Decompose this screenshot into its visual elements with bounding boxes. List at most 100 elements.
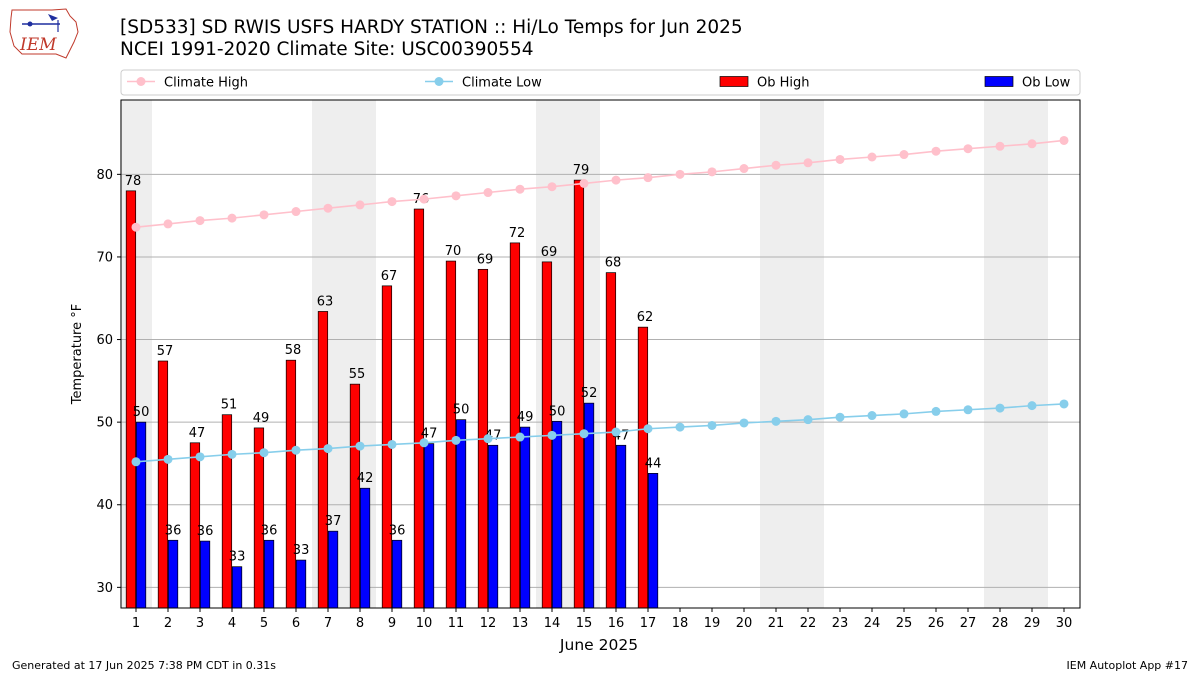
legend-label: Ob Low — [1022, 76, 1071, 91]
ob-high-label: 57 — [157, 344, 174, 359]
legend-bar-swatch — [984, 76, 1014, 87]
climate-high-point — [547, 182, 557, 192]
climate-high-point — [323, 203, 333, 213]
y-tick-label: 50 — [96, 416, 113, 431]
y-tick-label: 40 — [96, 498, 113, 513]
climate-low-point — [419, 438, 429, 448]
x-tick-label: 8 — [356, 616, 364, 631]
climate-high-point — [259, 210, 269, 220]
ob-high-bar — [349, 383, 361, 609]
ob-low-label: 36 — [389, 523, 406, 538]
climate-low-point — [995, 403, 1005, 413]
x-tick-label: 14 — [544, 616, 561, 631]
climate-high-point — [483, 188, 493, 198]
chart-subtitle: NCEI 1991-2020 Climate Site: USC00390554 — [120, 39, 534, 60]
climate-high-line — [135, 139, 1065, 229]
ob-low-label: 37 — [325, 514, 342, 529]
ob-high-label: 63 — [317, 294, 334, 309]
x-tick-label: 5 — [260, 616, 268, 631]
ob-high-label: 72 — [509, 226, 526, 241]
x-tick-label: 28 — [992, 616, 1009, 631]
climate-high-point — [771, 160, 781, 170]
x-tick-label: 10 — [416, 616, 433, 631]
ob-low-bar — [423, 443, 435, 609]
climate-low-point — [291, 445, 301, 455]
ob-low-bar — [295, 559, 307, 609]
x-tick-label: 29 — [1024, 616, 1041, 631]
climate-high-point — [835, 154, 845, 164]
climate-high-point — [739, 164, 749, 174]
climate-low-point — [803, 415, 813, 425]
climate-high-point — [803, 158, 813, 168]
ob-low-label: 36 — [165, 523, 182, 538]
generated-timestamp: Generated at 17 Jun 2025 7:38 PM CDT in … — [12, 659, 277, 672]
ob-high-label: 69 — [541, 245, 558, 260]
climate-low-point — [579, 429, 589, 439]
climate-low-point — [899, 409, 909, 419]
ob-low-bar — [391, 539, 403, 609]
ob-low-label: 44 — [645, 456, 662, 471]
climate-low-point — [931, 406, 941, 416]
climate-low-point — [259, 448, 269, 458]
legend-box — [120, 69, 1081, 96]
x-tick-label: 4 — [228, 616, 236, 631]
x-tick-label: 11 — [448, 616, 465, 631]
chart-title: [SD533] SD RWIS USFS HARDY STATION :: Hi… — [120, 17, 743, 38]
climate-low-point — [707, 420, 717, 430]
climate-low-point — [163, 454, 173, 464]
x-tick-label: 16 — [608, 616, 625, 631]
y-tick-label: 30 — [96, 581, 113, 596]
climate-low-point — [355, 441, 365, 451]
svg-text:IEM: IEM — [19, 35, 57, 55]
climate-high-point — [675, 169, 685, 179]
x-tick-label: 1 — [132, 616, 140, 631]
ob-high-label: 49 — [253, 411, 270, 426]
x-tick-label: 6 — [292, 616, 300, 631]
x-tick-label: 3 — [196, 616, 204, 631]
x-tick-label: 27 — [960, 616, 977, 631]
x-tick-label: 17 — [640, 616, 657, 631]
climate-low-point — [323, 444, 333, 454]
climate-high-point — [707, 167, 717, 177]
legend-bar-swatch — [719, 76, 749, 87]
climate-low-point — [131, 457, 141, 467]
ob-high-bar — [509, 242, 521, 609]
ob-low-label: 50 — [133, 405, 150, 420]
ob-high-label: 67 — [381, 269, 398, 284]
x-tick-label: 18 — [672, 616, 689, 631]
climate-high-point — [515, 184, 525, 194]
app-label: IEM Autoplot App #17 — [1066, 659, 1189, 672]
climate-low-point — [835, 412, 845, 422]
climate-low-point — [515, 432, 525, 442]
legend-label: Climate Low — [462, 76, 542, 91]
ob-low-label: 36 — [261, 523, 278, 538]
x-tick-label: 7 — [324, 616, 332, 631]
climate-low-point — [227, 449, 237, 459]
ob-low-bar — [551, 420, 563, 609]
climate-high-point — [995, 141, 1005, 151]
climate-high-point — [355, 200, 365, 210]
climate-high-point — [899, 150, 909, 160]
legend-marker-swatch — [434, 77, 444, 86]
climate-low-point — [739, 418, 749, 428]
y-tick-label: 80 — [96, 168, 113, 183]
climate-low-point — [771, 416, 781, 426]
ob-low-bar — [231, 566, 243, 609]
ob-low-bar — [359, 487, 371, 609]
climate-low-point — [483, 434, 493, 444]
ob-low-bar — [327, 530, 339, 609]
ob-high-label: 51 — [221, 398, 238, 413]
x-tick-label: 25 — [896, 616, 913, 631]
ob-low-bar — [647, 473, 659, 609]
weekend-shade — [792, 100, 824, 608]
climate-high-point — [291, 207, 301, 217]
ob-low-bar — [615, 444, 627, 609]
ob-high-label: 69 — [477, 252, 494, 267]
ob-low-label: 33 — [229, 550, 246, 565]
climate-high-point — [131, 222, 141, 232]
x-tick-label: 9 — [388, 616, 396, 631]
x-tick-label: 2 — [164, 616, 172, 631]
x-tick-label: 15 — [576, 616, 593, 631]
climate-high-point — [643, 173, 653, 183]
